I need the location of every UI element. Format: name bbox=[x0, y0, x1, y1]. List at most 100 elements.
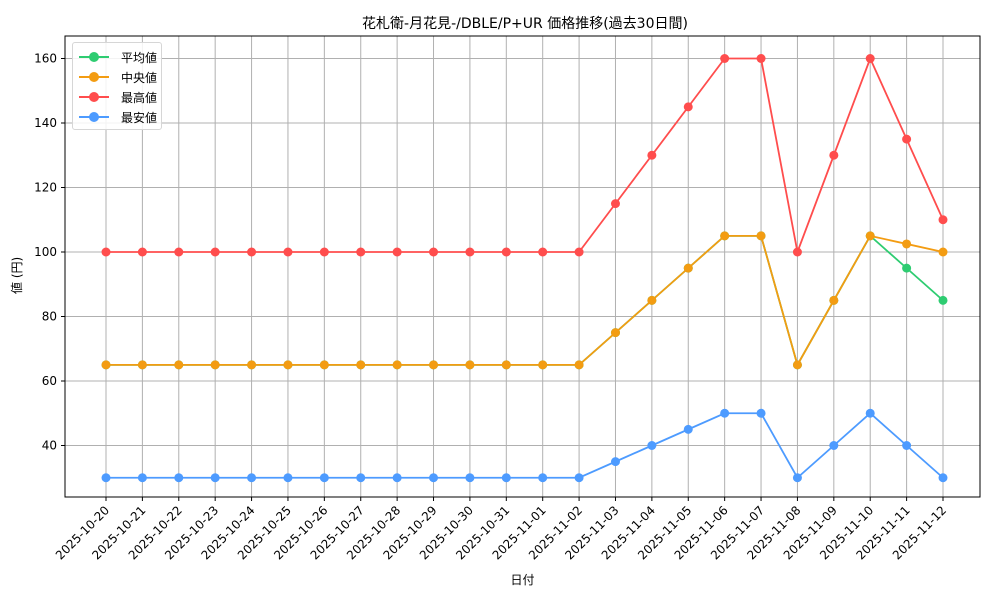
data-point bbox=[792, 247, 802, 257]
legend-label: 中央値 bbox=[121, 70, 158, 85]
data-point bbox=[538, 247, 548, 257]
legend-label: 最安値 bbox=[121, 110, 158, 125]
legend-item-median: 中央値 bbox=[79, 68, 157, 86]
series-line bbox=[106, 56, 944, 256]
data-point bbox=[647, 295, 657, 305]
data-point bbox=[392, 473, 402, 483]
data-point bbox=[647, 150, 657, 160]
data-point bbox=[247, 473, 257, 483]
data-point bbox=[501, 473, 511, 483]
data-point bbox=[137, 247, 147, 257]
data-point bbox=[356, 247, 366, 257]
data-point bbox=[210, 360, 220, 370]
data-point bbox=[501, 247, 511, 257]
data-point bbox=[938, 215, 948, 225]
data-point bbox=[792, 360, 802, 370]
legend-marker-icon bbox=[79, 48, 109, 66]
data-point bbox=[465, 473, 475, 483]
data-point bbox=[865, 54, 875, 63]
data-point bbox=[101, 360, 111, 370]
data-point bbox=[938, 295, 948, 305]
x-axis-label: 日付 bbox=[510, 573, 535, 587]
data-point bbox=[101, 247, 111, 257]
data-point bbox=[829, 441, 839, 450]
data-point bbox=[574, 247, 584, 257]
data-point bbox=[647, 441, 657, 450]
legend-marker-icon bbox=[79, 108, 109, 126]
data-point bbox=[174, 247, 184, 257]
data-point bbox=[902, 263, 912, 273]
legend-marker-icon bbox=[79, 88, 109, 106]
data-point bbox=[610, 457, 620, 467]
data-point bbox=[210, 473, 220, 483]
data-point bbox=[429, 247, 439, 257]
legend-item-average: 平均値 bbox=[79, 48, 157, 66]
data-point bbox=[574, 360, 584, 370]
data-point bbox=[720, 54, 730, 63]
data-point bbox=[720, 231, 730, 241]
data-point bbox=[792, 473, 802, 483]
data-point bbox=[356, 473, 366, 483]
y-tick-label: 120 bbox=[34, 181, 57, 195]
data-point bbox=[247, 247, 257, 257]
data-point bbox=[137, 473, 147, 483]
series-line bbox=[106, 412, 944, 480]
data-point bbox=[319, 473, 329, 483]
data-point bbox=[720, 408, 730, 418]
data-point bbox=[283, 360, 293, 370]
data-point bbox=[938, 247, 948, 257]
data-point bbox=[865, 231, 875, 241]
data-point bbox=[283, 247, 293, 257]
data-point bbox=[538, 473, 548, 483]
data-point bbox=[683, 263, 693, 273]
data-point bbox=[356, 360, 366, 370]
data-point bbox=[319, 247, 329, 257]
legend-label: 平均値 bbox=[121, 50, 158, 65]
data-point bbox=[101, 473, 111, 483]
data-point bbox=[829, 295, 839, 305]
data-point bbox=[756, 54, 766, 63]
data-point bbox=[319, 360, 329, 370]
legend-marker-icon bbox=[79, 68, 109, 86]
data-point bbox=[137, 360, 147, 370]
data-point bbox=[501, 360, 511, 370]
data-point bbox=[902, 441, 912, 450]
data-point bbox=[429, 473, 439, 483]
data-point bbox=[683, 102, 693, 112]
y-tick-label: 60 bbox=[42, 374, 57, 388]
data-point bbox=[210, 247, 220, 257]
data-point bbox=[392, 360, 402, 370]
chart-title: 花札衛-月花見-/DBLE/P+UR 価格推移(過去30日間) bbox=[362, 16, 688, 32]
data-point bbox=[610, 199, 620, 209]
legend-label: 最高値 bbox=[121, 90, 158, 105]
series-line bbox=[106, 234, 944, 368]
y-tick-label: 160 bbox=[34, 52, 57, 66]
data-point bbox=[902, 239, 912, 249]
y-tick-label: 140 bbox=[34, 116, 57, 130]
data-point bbox=[756, 408, 766, 418]
data-point bbox=[610, 328, 620, 338]
data-point bbox=[174, 360, 184, 370]
series-line bbox=[106, 234, 944, 368]
y-tick-label: 40 bbox=[42, 439, 57, 453]
data-point bbox=[174, 473, 184, 483]
data-point bbox=[829, 150, 839, 160]
data-point bbox=[429, 360, 439, 370]
data-point bbox=[247, 360, 257, 370]
data-point bbox=[538, 360, 548, 370]
legend-item-min: 最安値 bbox=[79, 108, 157, 126]
data-point bbox=[938, 473, 948, 483]
y-tick-label: 80 bbox=[42, 310, 57, 324]
legend: 平均値 中央値 最高値 最安値 bbox=[72, 42, 162, 130]
plot-frame bbox=[64, 35, 981, 498]
data-point bbox=[392, 247, 402, 257]
data-point bbox=[756, 231, 766, 241]
data-point bbox=[283, 473, 293, 483]
y-axis-label: 値 (円) bbox=[10, 256, 24, 294]
data-point bbox=[902, 134, 912, 144]
y-tick-label: 100 bbox=[34, 245, 57, 259]
data-point bbox=[865, 408, 875, 418]
data-point bbox=[683, 424, 693, 434]
data-point bbox=[574, 473, 584, 483]
